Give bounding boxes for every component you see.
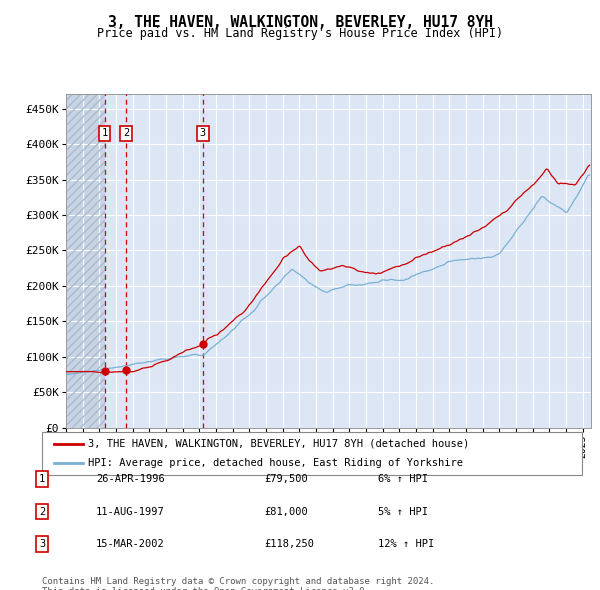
Text: 3: 3 bbox=[200, 129, 206, 139]
Text: 5% ↑ HPI: 5% ↑ HPI bbox=[378, 507, 428, 516]
Bar bbox=[66, 94, 104, 428]
Text: 1: 1 bbox=[39, 474, 45, 484]
Text: £81,000: £81,000 bbox=[264, 507, 308, 516]
Bar bbox=[66, 94, 104, 428]
Text: 2: 2 bbox=[123, 129, 129, 139]
Text: Price paid vs. HM Land Registry's House Price Index (HPI): Price paid vs. HM Land Registry's House … bbox=[97, 27, 503, 40]
Text: 15-MAR-2002: 15-MAR-2002 bbox=[96, 539, 165, 549]
Text: 26-APR-1996: 26-APR-1996 bbox=[96, 474, 165, 484]
Text: 12% ↑ HPI: 12% ↑ HPI bbox=[378, 539, 434, 549]
Text: £79,500: £79,500 bbox=[264, 474, 308, 484]
Text: HPI: Average price, detached house, East Riding of Yorkshire: HPI: Average price, detached house, East… bbox=[88, 458, 463, 468]
Text: Contains HM Land Registry data © Crown copyright and database right 2024.
This d: Contains HM Land Registry data © Crown c… bbox=[42, 577, 434, 590]
Text: 1: 1 bbox=[101, 129, 108, 139]
Text: 3: 3 bbox=[39, 539, 45, 549]
Text: 11-AUG-1997: 11-AUG-1997 bbox=[96, 507, 165, 516]
Text: 3, THE HAVEN, WALKINGTON, BEVERLEY, HU17 8YH (detached house): 3, THE HAVEN, WALKINGTON, BEVERLEY, HU17… bbox=[88, 439, 469, 449]
Text: 2: 2 bbox=[39, 507, 45, 516]
Text: 6% ↑ HPI: 6% ↑ HPI bbox=[378, 474, 428, 484]
Text: 3, THE HAVEN, WALKINGTON, BEVERLEY, HU17 8YH: 3, THE HAVEN, WALKINGTON, BEVERLEY, HU17… bbox=[107, 15, 493, 30]
FancyBboxPatch shape bbox=[42, 432, 582, 475]
Text: £118,250: £118,250 bbox=[264, 539, 314, 549]
